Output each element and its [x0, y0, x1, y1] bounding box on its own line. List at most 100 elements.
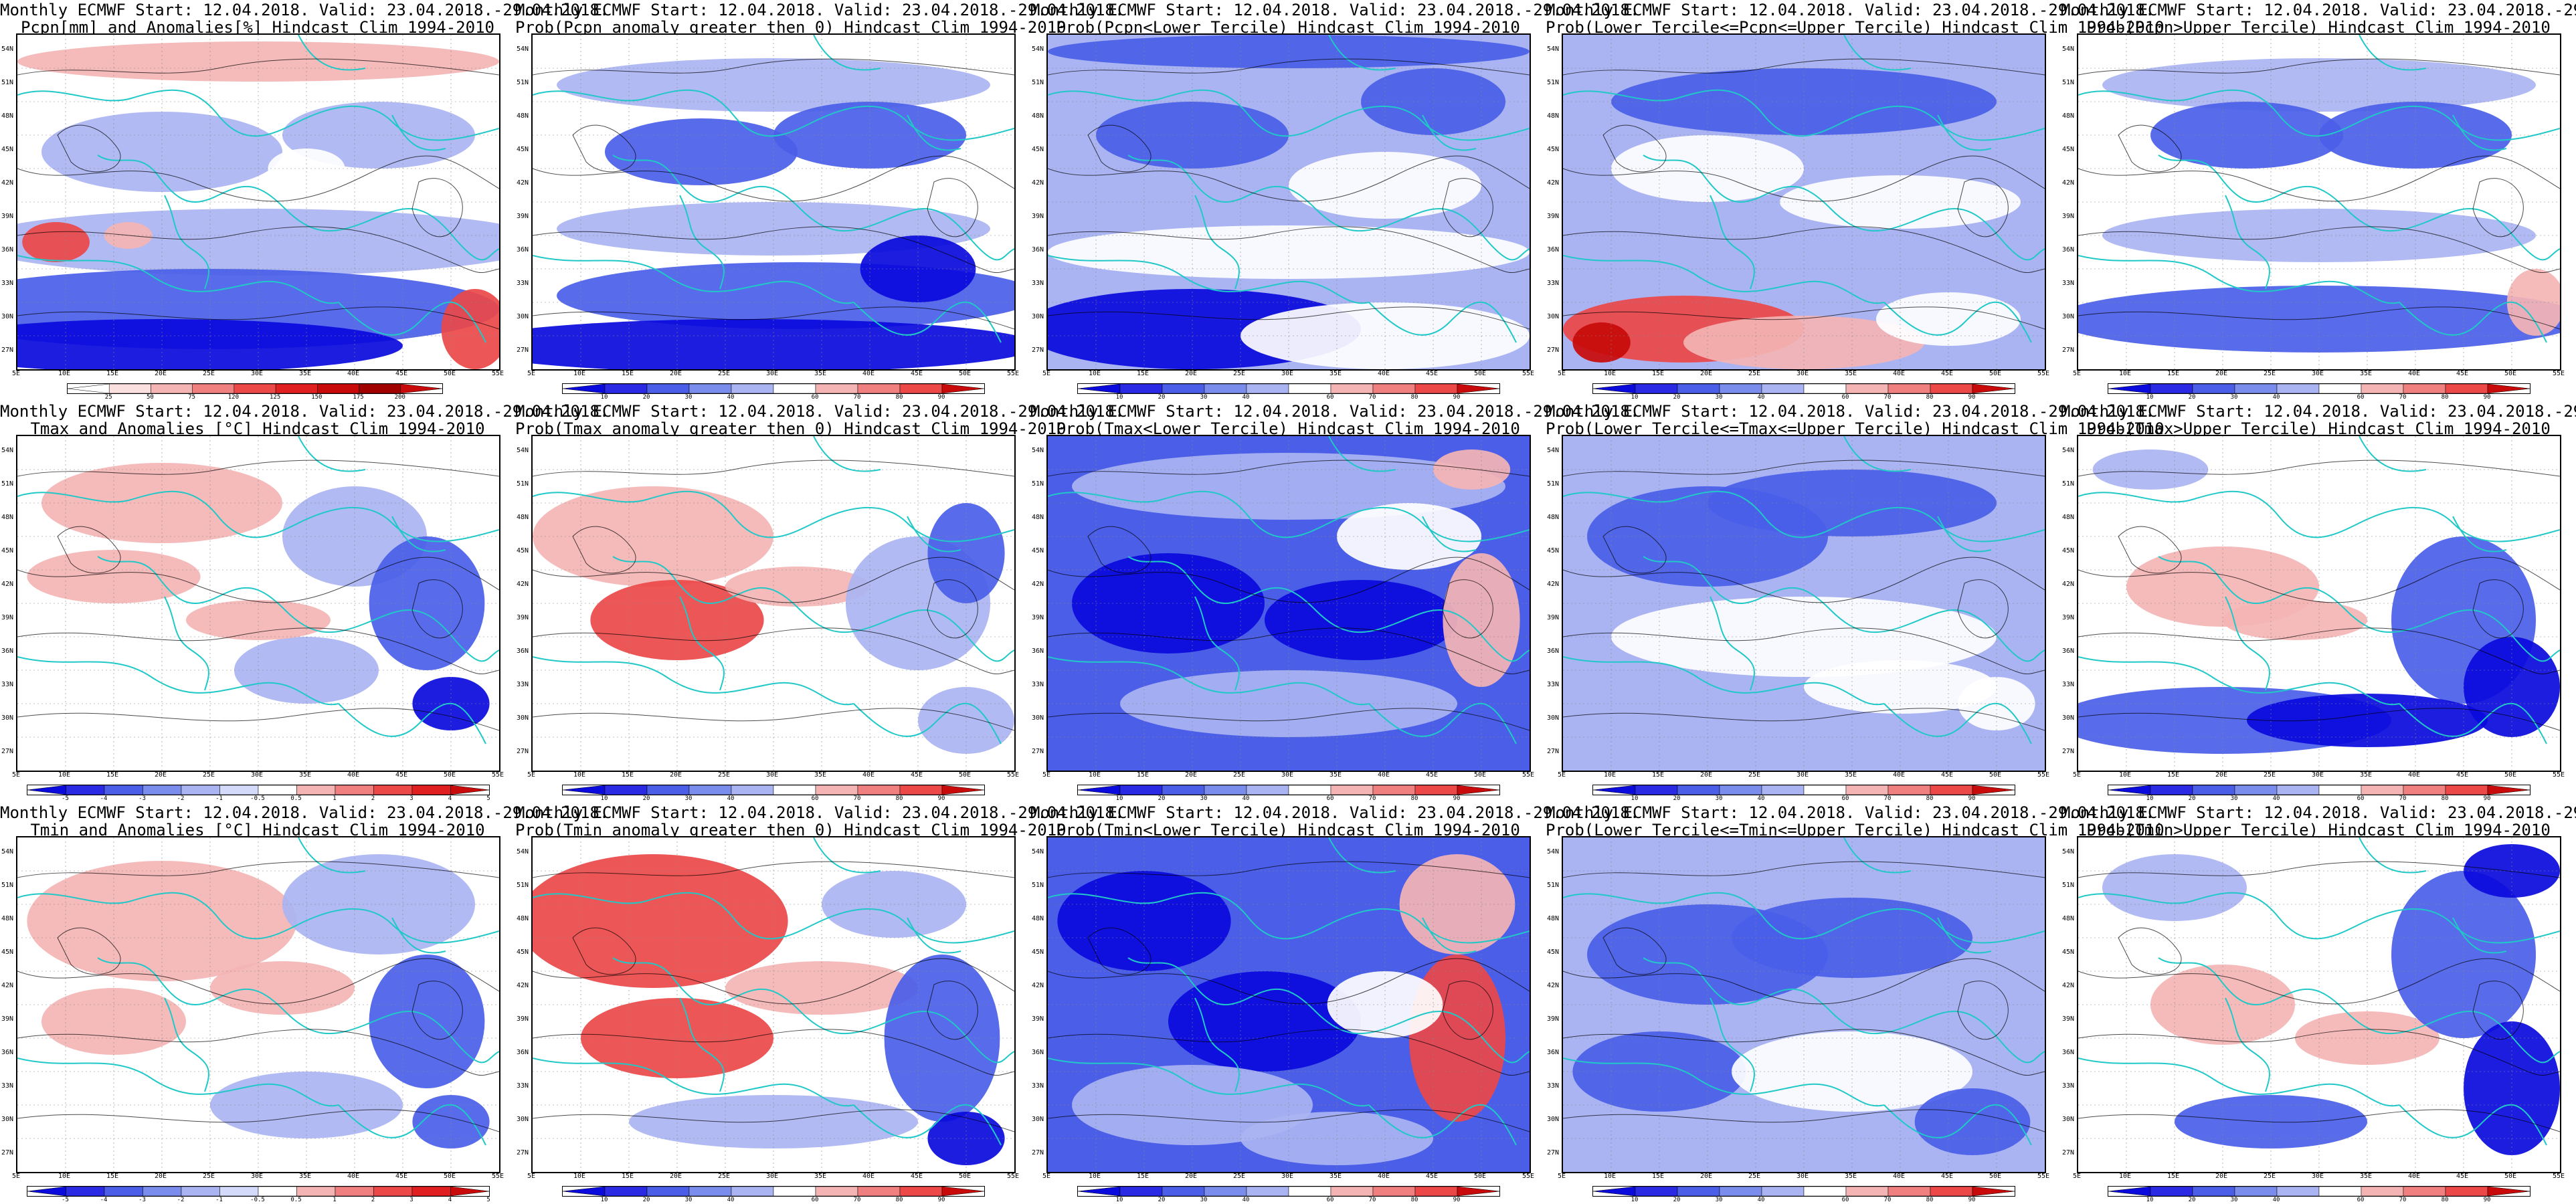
contour-line: [2118, 927, 2182, 975]
colorbar-segment: [68, 384, 110, 393]
coastline: [1127, 556, 1530, 662]
map-panel-precipitation-1: Monthly ECMWF Start: 12.04.2018. Valid: …: [0, 0, 609, 401]
longitude-label: 25E: [1232, 1173, 1246, 1180]
map-field-svg: [1563, 35, 2045, 369]
panel-title-line1: Monthly ECMWF Start: 12.04.2018. Valid: …: [1546, 402, 2155, 421]
colorbar-svg: [563, 1187, 984, 1196]
latitude-label: 36N: [517, 246, 529, 254]
latitude-label: 54N: [1547, 45, 1560, 53]
field-shading: [27, 861, 297, 981]
colorbar-svg: [2108, 384, 2530, 393]
longitude-label: 15E: [1136, 1173, 1149, 1180]
colorbar-segment: [2361, 1187, 2404, 1196]
longitude-label: 45E: [910, 771, 923, 779]
latitude-label: 48N: [1547, 112, 1560, 120]
colorbar-segment: [1930, 1187, 1973, 1196]
longitude-label: 10E: [573, 370, 586, 377]
colorbar-tick-label: 30: [1715, 795, 1723, 802]
coastline: [1937, 917, 1992, 954]
colorbar-tick-label: 80: [1410, 394, 1418, 401]
colorbar-tick-label: 25: [104, 394, 112, 401]
contour-line: [1048, 58, 1530, 76]
coastline: [2158, 957, 2560, 1064]
contour-line: [1087, 124, 1152, 173]
colorbar-segment: [151, 384, 193, 393]
panel-title-line2: Prob(Pcpn anomaly greater then 0) Hindca…: [515, 18, 1067, 37]
coastline: [1048, 255, 1370, 304]
longitude-label: 50E: [1989, 771, 2002, 779]
latitude-label: 27N: [1, 346, 14, 354]
longitude-label: 25E: [202, 370, 215, 377]
field-shading: [557, 58, 990, 112]
map-plot-area: [1562, 435, 2046, 772]
colorbar-segment: [317, 384, 359, 393]
colorbar-segment: [2318, 785, 2362, 795]
coastline: [1048, 892, 1530, 944]
panel-title-line1: Monthly ECMWF Start: 12.04.2018. Valid: …: [1546, 1, 2155, 19]
panel-title-line2: Tmin and Anomalies [°C] Hindcast Clim 19…: [30, 821, 485, 839]
colorbar-tick-label: 30: [1715, 394, 1723, 401]
coastline: [1563, 656, 1885, 706]
colorbar-tick-label: 60: [1841, 795, 1849, 802]
colorbar-segment: [2276, 1187, 2320, 1196]
longitude-label: 25E: [2263, 1173, 2276, 1180]
coastline: [164, 997, 209, 1092]
colorbar-segment: [941, 785, 984, 795]
contour-line: [1563, 958, 2045, 1005]
contour-line: [2078, 460, 2560, 477]
coastline: [2452, 917, 2507, 954]
latitude-label: 27N: [1032, 1149, 1044, 1157]
colorbar-segment: [899, 785, 943, 795]
colorbar-tick-label: 90: [1453, 394, 1461, 401]
colorbar: [562, 383, 985, 394]
colorbar-tick-label: 10: [1631, 394, 1639, 401]
longitude-label: 5E: [2072, 370, 2082, 377]
colorbar-tick-label: 120: [227, 394, 240, 401]
panel-title-line1: Monthly ECMWF Start: 12.04.2018. Valid: …: [1546, 803, 2155, 822]
latitude-label: 48N: [517, 112, 529, 120]
contour-line: [927, 178, 978, 237]
contour-line: [1048, 1109, 1530, 1132]
field-shading: [369, 955, 485, 1088]
coastline: [1937, 516, 1992, 553]
contour-line: [533, 958, 1014, 1005]
longitude-label: 40E: [347, 771, 360, 779]
colorbar-segment: [2234, 384, 2278, 393]
latitude-label: 36N: [1032, 246, 1044, 254]
longitude-label: 15E: [1651, 370, 1665, 377]
colorbar-svg: [1593, 785, 2015, 795]
map-plot-area: [2077, 33, 2561, 371]
latitude-label: 51N: [517, 882, 529, 889]
colorbar-segment: [1677, 384, 1720, 393]
coastline: [391, 114, 446, 151]
latitude-label: 33N: [1, 280, 14, 287]
latitude-label: 36N: [1032, 1049, 1044, 1056]
longitude-label: 35E: [1329, 771, 1342, 779]
coastline: [1048, 1058, 1370, 1107]
colorbar-tick-label: 60: [811, 1197, 819, 1203]
map-panel-tmin-1: Monthly ECMWF Start: 12.04.2018. Valid: …: [0, 803, 609, 1204]
longitude-label: 30E: [1281, 1173, 1294, 1180]
longitude-label: 10E: [58, 370, 71, 377]
colorbar: [27, 1186, 490, 1197]
coastline: [853, 1104, 1002, 1146]
longitude-label: 30E: [1796, 1173, 1809, 1180]
panel-title-line2: Prob(Tmax<Lower Tercile) Hindcast Clim 1…: [1056, 419, 1520, 438]
panel-title-line1: Monthly ECMWF Start: 12.04.2018. Valid: …: [515, 1, 1125, 19]
longitude-label: 40E: [347, 370, 360, 377]
contour-line: [2472, 579, 2524, 639]
longitude-label: 45E: [910, 370, 923, 377]
latitude-label: 33N: [1, 681, 14, 688]
colorbar-segment: [1803, 384, 1847, 393]
colorbar-segment: [1593, 785, 1636, 795]
longitude-label: 10E: [1088, 771, 1101, 779]
map-plot-area: [16, 836, 500, 1173]
longitude-label: 5E: [2072, 1173, 2082, 1180]
latitude-label: 45N: [517, 547, 529, 555]
colorbar-tick-label: 10: [1115, 394, 1123, 401]
colorbar-tick-label: 10: [1115, 1197, 1123, 1203]
colorbar-segment: [258, 1187, 297, 1196]
colorbar-segment: [2150, 1187, 2193, 1196]
colorbar-segment: [604, 384, 648, 393]
colorbar-tick-label: -1: [215, 795, 223, 802]
